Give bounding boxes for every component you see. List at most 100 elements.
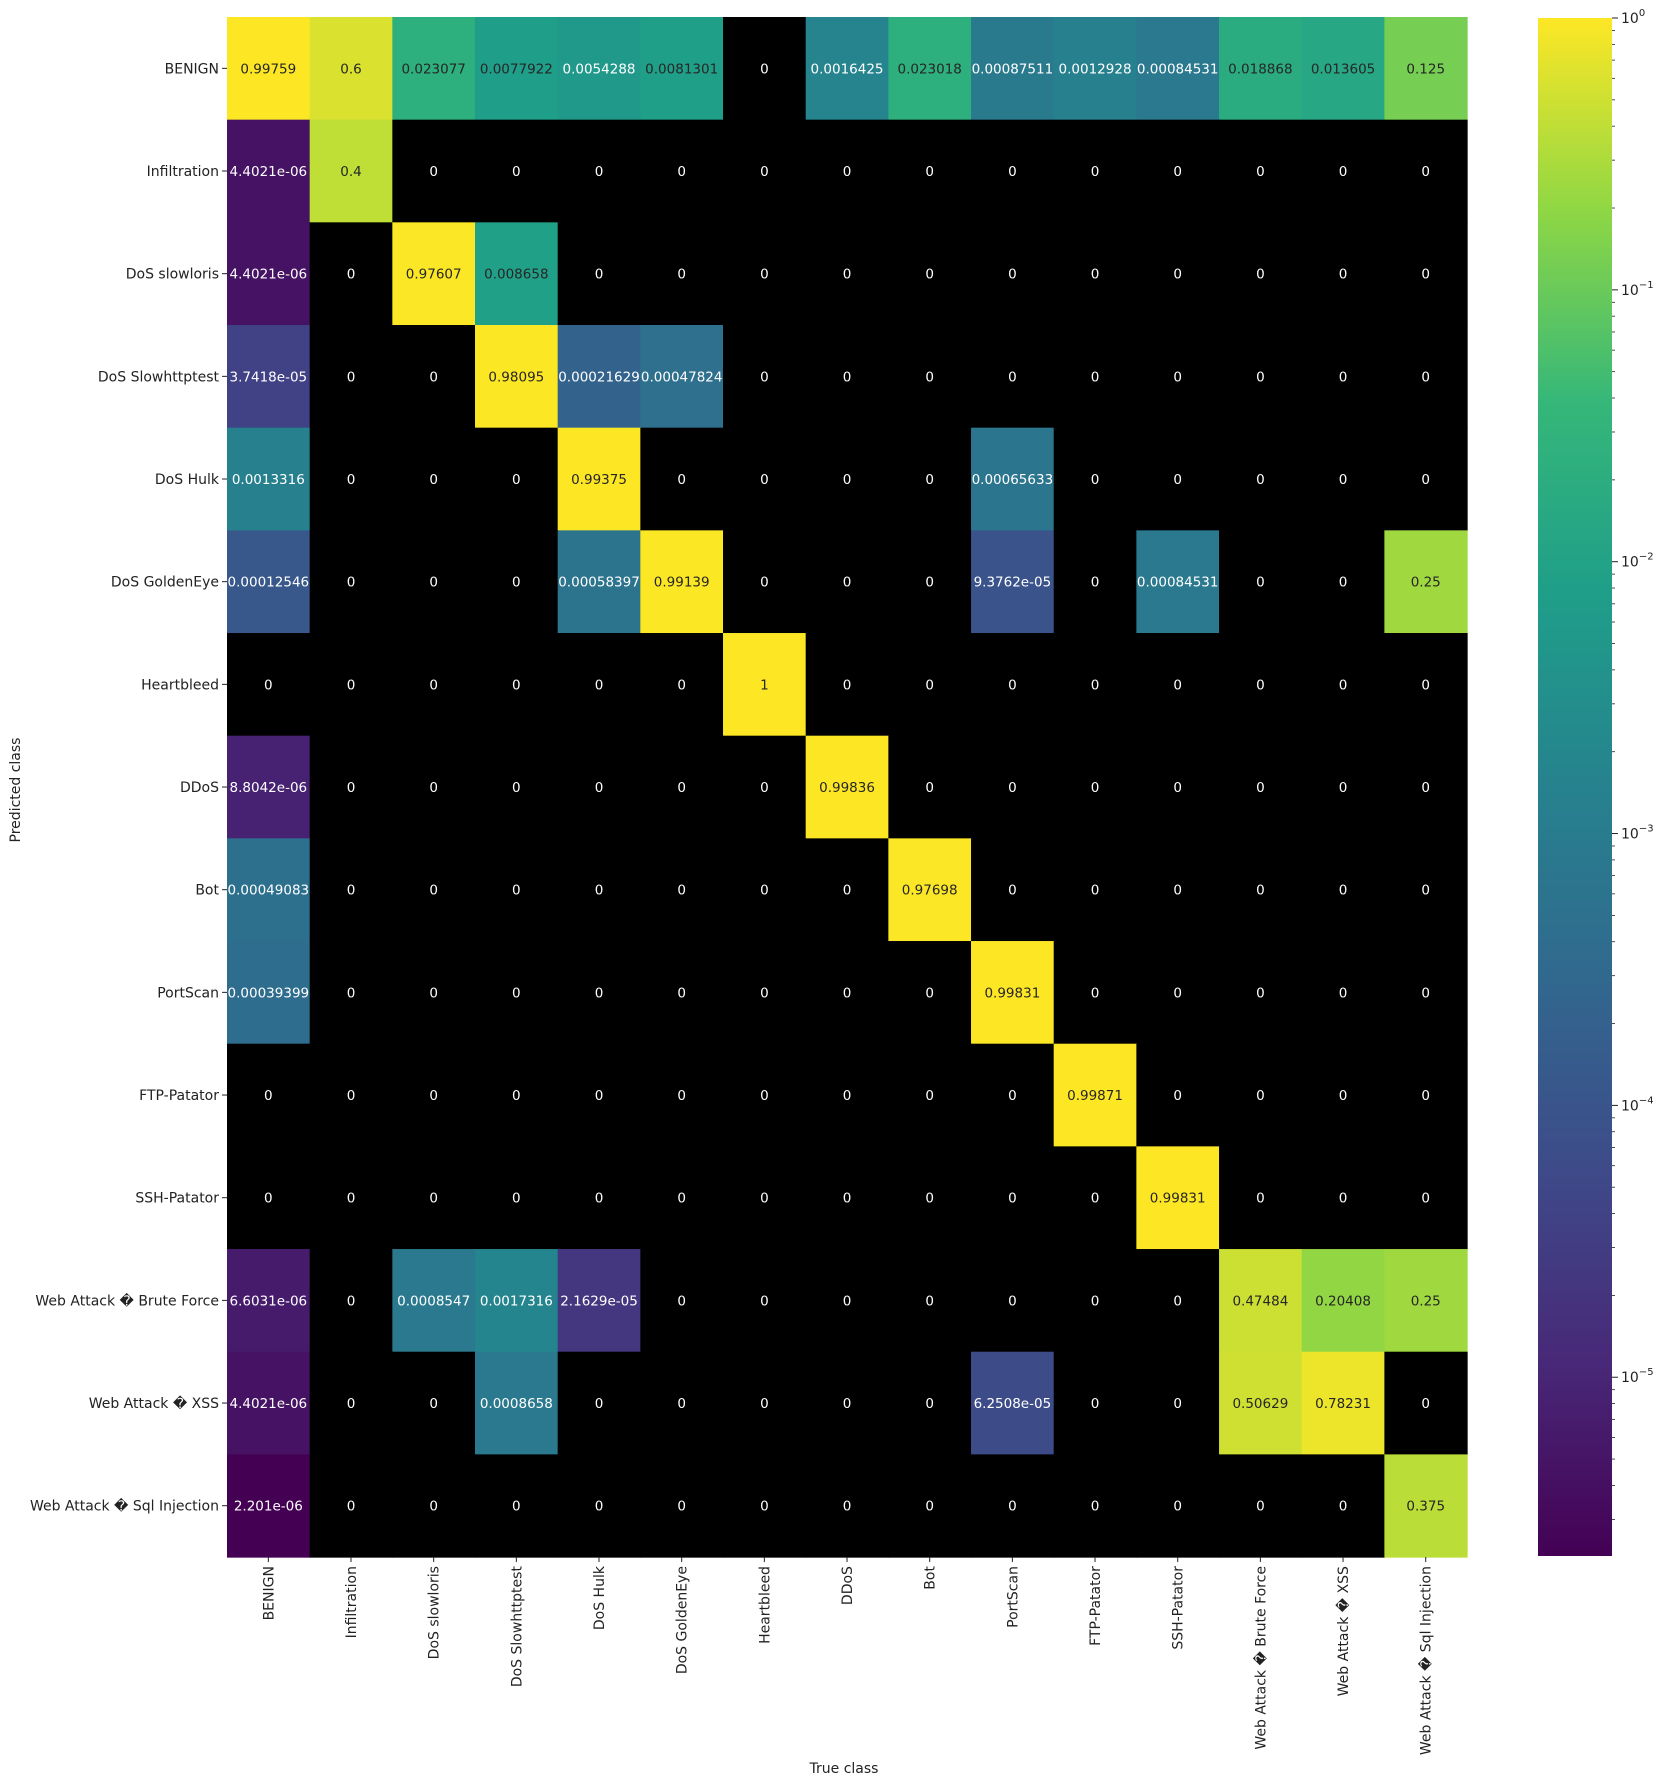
heatmap-cell [475, 119, 559, 223]
cell-value-label: 0 [512, 1499, 521, 1515]
heatmap-cells [227, 17, 1468, 1558]
cell-value-label: 0 [1173, 267, 1182, 283]
heatmap-cell [227, 1043, 311, 1147]
cell-value-label: 0 [429, 1088, 438, 1104]
heatmap-cell [309, 17, 393, 121]
x-tick-label: Web Attack � Brute Force [1252, 1566, 1269, 1750]
heatmap-cell [475, 1351, 559, 1455]
heatmap-cell [1136, 222, 1220, 326]
heatmap-cell [557, 941, 641, 1045]
cell-value-label: 0 [925, 164, 934, 180]
y-tick-label: Bot [195, 883, 219, 899]
cell-value-label: 0 [429, 369, 438, 385]
cell-value-label: 0 [1421, 677, 1430, 693]
heatmap-cell [888, 735, 972, 839]
heatmap-cell [888, 838, 972, 942]
heatmap-cell [971, 838, 1055, 942]
cell-value-label: 0 [677, 780, 686, 796]
cell-value-label: 0 [347, 1499, 356, 1515]
cell-value-label: 0.0017316 [480, 1293, 553, 1309]
heatmap-cell [971, 1249, 1055, 1353]
cell-value-label: 0 [677, 1088, 686, 1104]
heatmap-cell [888, 1454, 972, 1558]
x-tick-label: Infiltration [344, 1566, 360, 1638]
heatmap-cell [309, 1043, 393, 1147]
heatmap-cell [309, 838, 393, 942]
heatmap-cell [640, 1146, 724, 1250]
cell-value-label: 0 [843, 1293, 852, 1309]
cell-value-label: 0 [1339, 575, 1348, 591]
x-tick-label: Web Attack � XSS [1335, 1566, 1352, 1696]
cell-value-label: 0 [843, 1396, 852, 1412]
cell-value-label: 0 [925, 472, 934, 488]
heatmap-cell [392, 941, 476, 1045]
x-tick-label: BENIGN [261, 1566, 277, 1620]
cell-value-label: 0 [347, 883, 356, 899]
heatmap-cell [723, 222, 807, 326]
cell-value-label: 0.00049083 [228, 883, 310, 899]
cell-value-label: 0 [843, 164, 852, 180]
heatmap-cell [1301, 119, 1385, 223]
heatmap-cell [1301, 735, 1385, 839]
cell-value-label: 0 [760, 1293, 769, 1309]
heatmap-cell [1301, 427, 1385, 531]
y-tick-label: DoS GoldenEye [111, 575, 219, 591]
heatmap-cell [723, 1043, 807, 1147]
heatmap-cell [1219, 530, 1303, 634]
heatmap-cell [723, 941, 807, 1045]
heatmap-cell [888, 1249, 972, 1353]
cell-value-label: 0.47484 [1232, 1293, 1288, 1309]
cell-value-label: 0 [1421, 164, 1430, 180]
cell-value-label: 0 [1091, 1191, 1100, 1207]
heatmap-cell [1053, 941, 1137, 1045]
heatmap-cell [723, 530, 807, 634]
cell-value-label: 0.125 [1406, 61, 1445, 77]
cell-value-label: 0 [347, 472, 356, 488]
heatmap-cell [1301, 633, 1385, 737]
cell-value-label: 0 [925, 1191, 934, 1207]
heatmap-cell [1053, 1146, 1137, 1250]
heatmap-cell [557, 633, 641, 737]
heatmap-cell [971, 1043, 1055, 1147]
heatmap-cell [640, 1249, 724, 1353]
heatmap-cell [888, 427, 972, 531]
y-tick-label: Web Attack � Brute Force [35, 1292, 219, 1309]
cell-value-label: 0 [760, 985, 769, 1001]
heatmap-cell [475, 325, 559, 429]
heatmap-cell [1384, 735, 1468, 839]
cell-value-label: 0 [1256, 883, 1265, 899]
heatmap-cell [1136, 1146, 1220, 1250]
heatmap-cell [227, 1146, 311, 1250]
heatmap-cell [971, 1146, 1055, 1250]
heatmap-cell [1219, 1249, 1303, 1353]
heatmap-cell [227, 735, 311, 839]
heatmap-cell [475, 530, 559, 634]
heatmap-cell [1384, 1043, 1468, 1147]
heatmap-cell [1053, 427, 1137, 531]
cell-value-label: 0 [512, 575, 521, 591]
heatmap-cell [971, 735, 1055, 839]
cell-value-label: 0 [429, 575, 438, 591]
cell-value-label: 0.98095 [488, 369, 544, 385]
cell-value-label: 0.00039399 [228, 985, 310, 1001]
heatmap-cell [475, 1249, 559, 1353]
cell-value-label: 0.78231 [1315, 1396, 1371, 1412]
cell-value-label: 4.4021e-06 [230, 1396, 308, 1412]
cell-value-label: 0.99139 [654, 575, 710, 591]
heatmap-cell [392, 735, 476, 839]
heatmap-cell [1219, 427, 1303, 531]
heatmap-cell [557, 735, 641, 839]
cell-value-label: 0 [843, 1191, 852, 1207]
cell-value-label: 0.00047824 [641, 369, 723, 385]
heatmap-cell [392, 1043, 476, 1147]
heatmap-cell [1053, 325, 1137, 429]
heatmap-cell [309, 222, 393, 326]
cell-value-label: 0 [1008, 369, 1017, 385]
x-tick-label: DoS slowloris [427, 1566, 443, 1659]
cell-value-label: 0.00012546 [228, 575, 310, 591]
cell-value-label: 0.018868 [1228, 61, 1292, 77]
heatmap-cell [392, 1146, 476, 1250]
cell-value-label: 0.99831 [1150, 1191, 1206, 1207]
cell-value-label: 0 [429, 883, 438, 899]
heatmap-cell [392, 119, 476, 223]
